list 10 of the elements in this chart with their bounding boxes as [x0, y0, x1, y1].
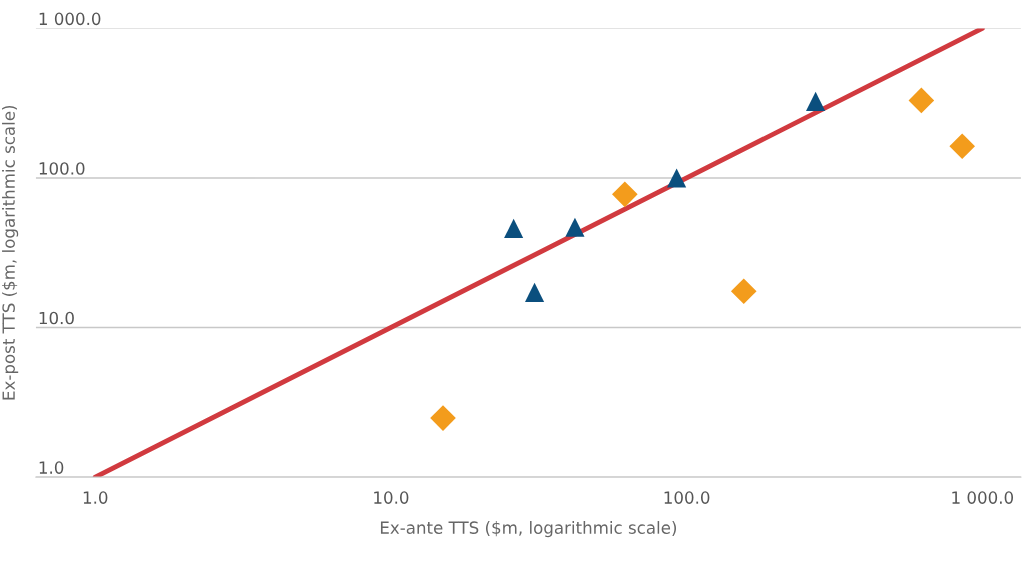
y-tick-label: 100.0 — [39, 162, 85, 175]
x-tick-label: 1 000.0 — [952, 491, 1014, 504]
x-tick-label: 1.0 — [83, 491, 108, 504]
x-tick-label: 100.0 — [664, 491, 710, 504]
x-axis-title: Ex-ante TTS ($m, logarithmic scale) — [380, 521, 677, 538]
x-tick-label: 10.0 — [374, 491, 409, 504]
y-tick-label: 10.0 — [39, 311, 74, 325]
y-tick-label: 1 000.0 — [39, 12, 101, 26]
y-axis-title: Ex-post TTS ($m, logarithmic scale) — [2, 105, 19, 400]
y-tick-label: 1.0 — [39, 461, 64, 474]
